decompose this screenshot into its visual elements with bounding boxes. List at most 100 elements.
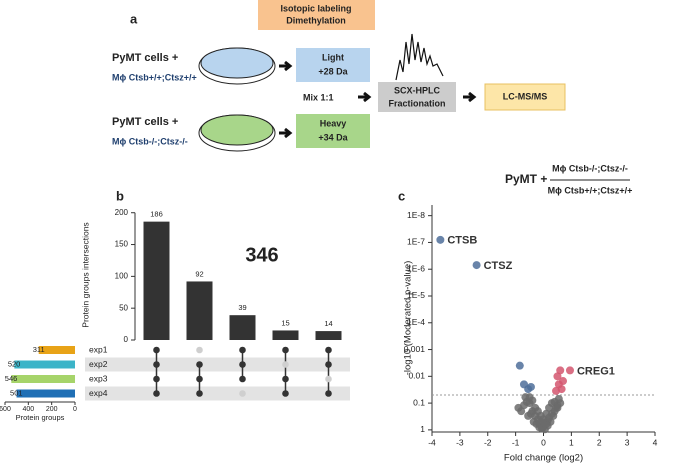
matrix-dot [153, 390, 160, 397]
y-tick-label: 0 [124, 335, 129, 344]
box-text: LC-MS/MS [503, 91, 548, 101]
x-tick-label: -2 [484, 437, 492, 447]
box-text: SCX-HPLC [394, 85, 441, 95]
set-tick-label: 200 [46, 406, 58, 413]
matrix-dot [325, 361, 332, 368]
point [553, 403, 562, 412]
y-tick-label: 0.001 [404, 344, 426, 354]
box-text: +34 Da [318, 132, 348, 142]
set-tick-label: 600 [0, 406, 11, 413]
point [472, 261, 481, 270]
matrix-dot [282, 375, 289, 383]
y-tick-label: 0.01 [408, 371, 425, 381]
set-axis-label: Protein groups [16, 413, 65, 422]
point [556, 366, 565, 375]
y-tick-label: 1E-5 [407, 290, 425, 300]
point [515, 361, 524, 370]
matrix-dot [196, 361, 203, 368]
set-size-label: 311 [33, 345, 45, 354]
panel-a: a Isotopic labeling Dimethylation PyMT c… [112, 0, 566, 152]
genotype-text: Mϕ Ctsb-/-;Ctsz-/- [112, 136, 188, 146]
matrix-stripe [85, 386, 350, 401]
matrix-stripe [85, 357, 350, 372]
y-tick-label: 100 [115, 271, 129, 280]
matrix-dot [239, 361, 246, 368]
mix-text: Mix 1:1 [303, 92, 334, 102]
arrow [358, 91, 372, 103]
title-denominator: Mϕ Ctsb+/+;Ctsz+/+ [548, 185, 633, 195]
matrix-dot [153, 346, 160, 354]
point [554, 394, 563, 403]
box-text: Isotopic labeling [280, 3, 351, 13]
box-text: Heavy [320, 118, 347, 128]
genotype-text: Mϕ Ctsb+/+;Ctsz+/+ [112, 72, 197, 82]
panel-letter: c [398, 188, 405, 203]
x-tick-label: -1 [512, 437, 520, 447]
set-name: exp4 [89, 388, 108, 398]
set-bar [11, 375, 76, 383]
point [553, 372, 562, 381]
y-tick-label: 1E-8 [407, 210, 425, 220]
point [517, 407, 526, 416]
point [525, 393, 534, 402]
point-label: CTSZ [484, 260, 513, 272]
dish-fill [200, 114, 274, 146]
matrix-dot [325, 390, 332, 397]
arrow [279, 60, 293, 72]
cells-text: PyMT cells + [112, 52, 178, 64]
point [559, 377, 568, 386]
title-prefix: PyMT + [505, 172, 547, 186]
set-bar [14, 360, 76, 369]
arrow [463, 91, 477, 103]
matrix-dot [196, 390, 203, 397]
y-tick-label: 1E-6 [407, 263, 425, 273]
matrix-dot [153, 375, 160, 383]
point [526, 382, 535, 391]
y-tick-label: 0.1 [413, 397, 425, 407]
point [436, 235, 445, 244]
x-tick-label: -3 [456, 437, 464, 447]
x-tick-label: 0 [541, 437, 546, 447]
box-text: +28 Da [318, 66, 348, 76]
box-text: Light [322, 52, 344, 62]
bar [229, 315, 256, 340]
arrow [279, 127, 293, 139]
bar-label: 186 [150, 210, 163, 219]
set-bar [38, 346, 75, 354]
panel-letter: b [116, 188, 124, 203]
x-axis-label: Fold change (log2) [504, 453, 583, 464]
bar [186, 281, 213, 340]
lcms-box [484, 83, 566, 111]
matrix-dot [239, 375, 246, 383]
y-tick-label: 50 [119, 303, 128, 312]
scx-box [378, 82, 456, 112]
x-tick-label: 2 [597, 437, 602, 447]
point [542, 409, 551, 418]
set-tick-label: 400 [22, 406, 34, 413]
point-label: CTSB [447, 235, 477, 247]
matrix-dot [153, 361, 160, 368]
bar-label: 92 [195, 269, 203, 278]
matrix-dot [239, 390, 246, 397]
x-tick-label: 1 [569, 437, 574, 447]
matrix-dot [282, 346, 289, 354]
point-label: CREG1 [577, 365, 615, 377]
matrix-dot [325, 346, 332, 354]
matrix-dot [196, 346, 203, 354]
bar-label: 15 [281, 318, 289, 327]
cells-text: PyMT cells + [112, 116, 178, 128]
set-name: exp2 [89, 359, 108, 369]
bar [272, 330, 299, 340]
bar [143, 221, 170, 340]
matrix-dot [282, 361, 289, 368]
set-size-label: 501 [10, 388, 23, 397]
set-size-label: 520 [8, 359, 21, 368]
chromatogram [395, 33, 444, 81]
box-text: Fractionation [388, 98, 445, 108]
point [557, 385, 566, 394]
x-tick-label: -4 [428, 437, 436, 447]
set-name: exp3 [89, 373, 108, 383]
light-box [296, 48, 370, 82]
